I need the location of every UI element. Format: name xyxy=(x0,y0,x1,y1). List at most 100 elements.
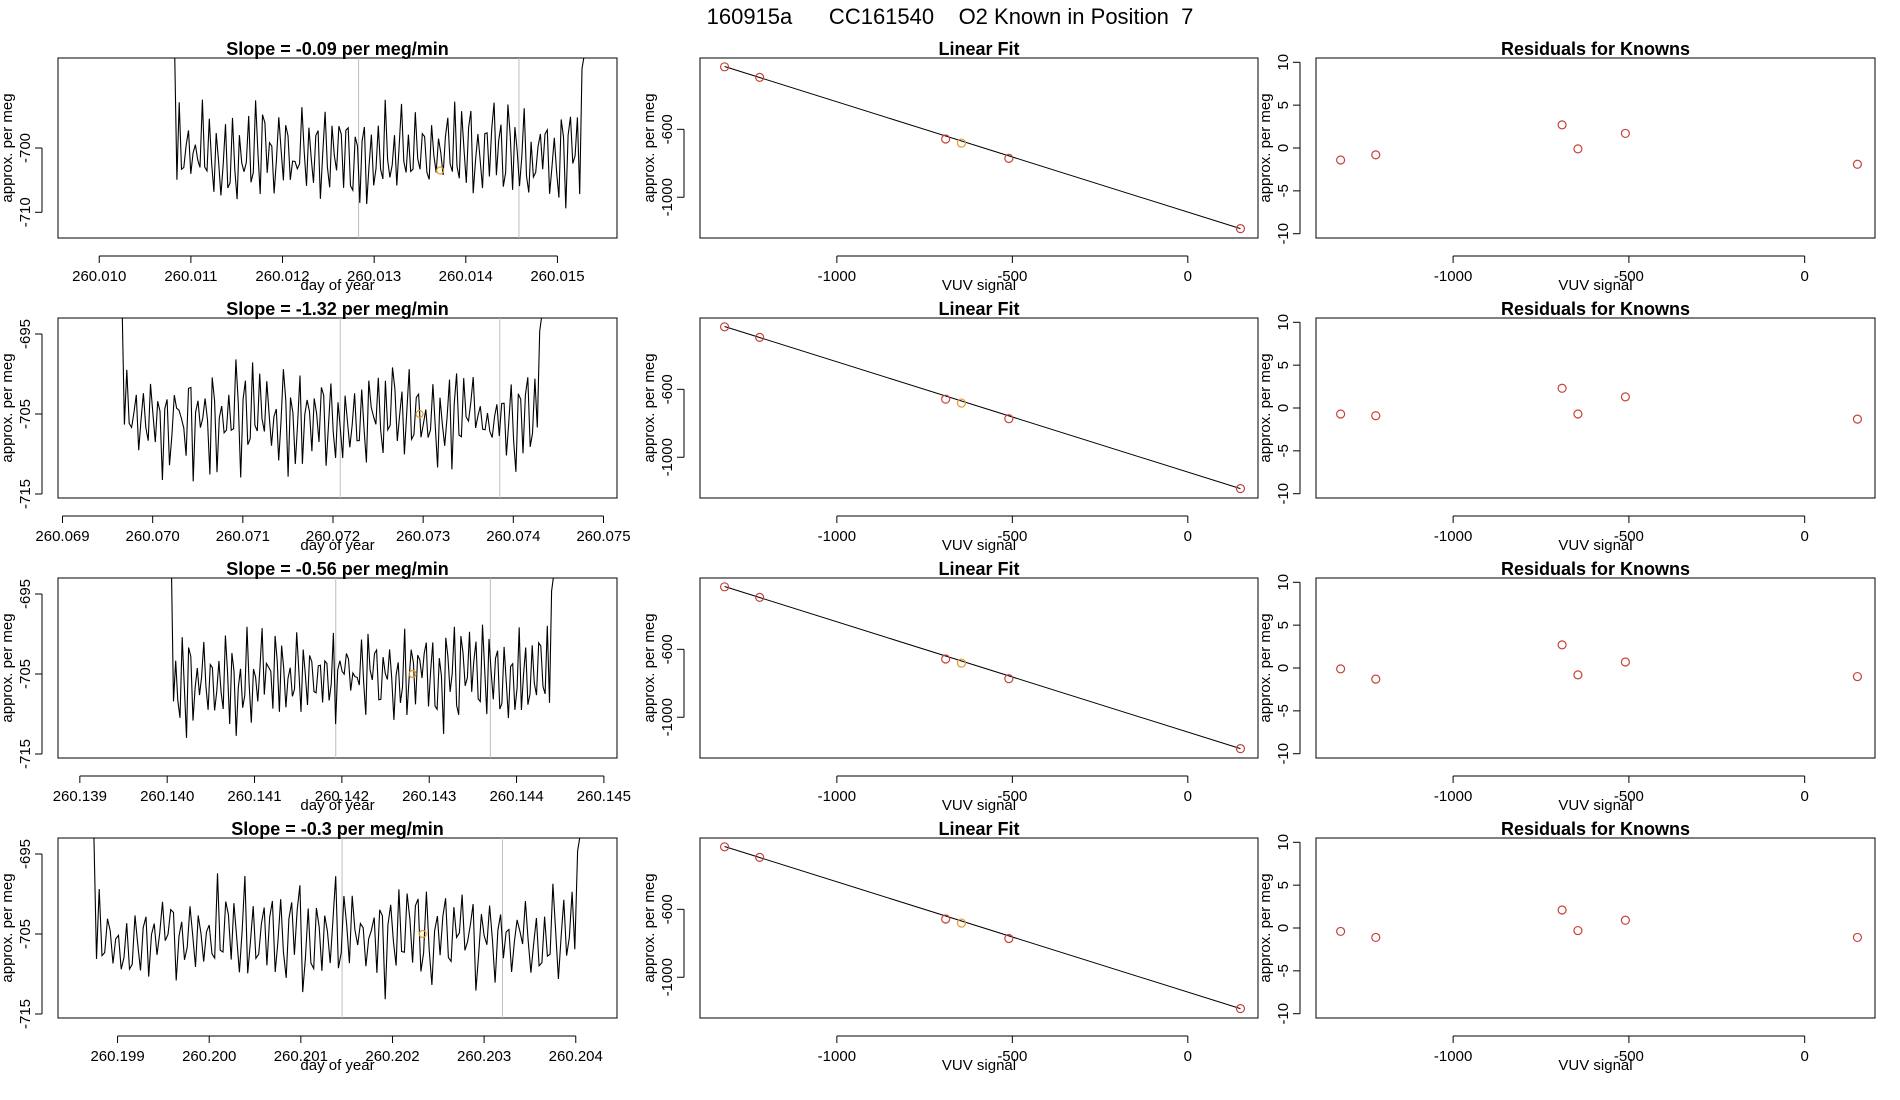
y-tick-label: -695 xyxy=(17,319,34,349)
known-data-point xyxy=(1620,915,1630,925)
y-tick-label: -5 xyxy=(1275,444,1292,457)
y-tick-label: -600 xyxy=(659,374,676,404)
sample-data-point xyxy=(956,658,967,668)
x-tick-label: 260.010 xyxy=(72,268,126,285)
x-tick-label: 260.014 xyxy=(439,268,493,285)
chart-title: Slope = -0.09 per meg/min xyxy=(226,39,449,59)
x-tick-label: 0 xyxy=(1184,268,1192,285)
x-axis-label: day of year xyxy=(300,537,374,554)
known-data-point xyxy=(755,72,765,82)
x-tick-label: 260.069 xyxy=(35,528,89,545)
x-tick-label: 260.145 xyxy=(577,788,631,805)
x-axis-label: VUV signal xyxy=(1558,797,1632,814)
plot-area xyxy=(1336,383,1863,424)
x-axis-label: day of year xyxy=(300,1057,374,1074)
y-tick-label: 5 xyxy=(1275,101,1292,109)
x-tick-label: 260.071 xyxy=(216,528,270,545)
x-tick-label: 260.143 xyxy=(402,788,456,805)
y-axis-label: approx. per meg xyxy=(0,613,16,722)
fit-line xyxy=(724,66,1241,230)
y-axis-label: approx. per meg xyxy=(641,613,658,722)
plot-area xyxy=(1336,640,1863,684)
y-tick-label: -705 xyxy=(17,919,34,949)
y-tick-label: 0 xyxy=(1275,924,1292,932)
plot-frame xyxy=(1315,57,1876,239)
chart-title: Linear Fit xyxy=(938,39,1019,59)
chart-title: Slope = -1.32 per meg/min xyxy=(226,299,449,319)
y-tick-label: 5 xyxy=(1275,361,1292,369)
sample-marker-point xyxy=(418,929,427,939)
x-tick-label: -500 xyxy=(997,1048,1027,1065)
chart-title: Linear Fit xyxy=(938,559,1019,579)
x-tick-label: -1000 xyxy=(818,788,856,805)
known-data-point xyxy=(1852,671,1863,682)
chart-title: Linear Fit xyxy=(938,299,1019,319)
x-tick-label: 260.072 xyxy=(306,528,360,545)
x-tick-label: 260.015 xyxy=(530,268,584,285)
known-data-point xyxy=(1573,409,1583,419)
chart-panel-r2-c0: Slope = -0.56 per meg/min 260.139 260.140 2… xyxy=(0,559,631,814)
y-axis-label: approx. per meg xyxy=(0,873,16,982)
plot-area xyxy=(93,838,581,1018)
y-axis-label: approx. per meg xyxy=(641,873,658,982)
known-data-point xyxy=(1573,925,1583,936)
x-tick-label: 260.013 xyxy=(347,268,401,285)
plot-frame xyxy=(1315,577,1876,759)
y-tick-label: -700 xyxy=(17,133,34,163)
y-tick-label: -5 xyxy=(1275,184,1292,197)
known-data-point xyxy=(1852,932,1863,943)
y-tick-label: -1000 xyxy=(659,958,676,996)
y-axis-label: approx. per meg xyxy=(0,353,16,462)
plot-frame xyxy=(57,317,618,499)
y-tick-label: -715 xyxy=(17,479,34,509)
known-data-point xyxy=(719,842,730,852)
y-tick-label: -705 xyxy=(17,399,34,429)
x-tick-label: 260.012 xyxy=(255,268,309,285)
known-data-point xyxy=(719,582,730,592)
x-tick-label: -1000 xyxy=(818,1048,856,1065)
x-tick-label: 0 xyxy=(1801,788,1809,805)
known-data-point xyxy=(1371,674,1381,684)
known-data-point xyxy=(941,134,951,144)
chart-panel-r3-c2: Residuals for Knowns -1000 -500 0 VUV signal… xyxy=(1257,819,1876,1074)
chart-panel-r0-c2: Residuals for Knowns -1000 -500 0 VUV signal… xyxy=(1257,39,1876,294)
known-data-point xyxy=(1852,414,1863,424)
y-tick-label: -705 xyxy=(17,659,34,689)
known-data-point xyxy=(1004,414,1014,424)
known-data-point xyxy=(941,394,951,404)
known-data-point xyxy=(1557,640,1567,650)
x-axis-label: VUV signal xyxy=(942,797,1016,814)
y-tick-label: -1000 xyxy=(659,698,676,736)
known-data-point xyxy=(1336,409,1346,419)
x-tick-label: 0 xyxy=(1184,788,1192,805)
x-tick-label: 260.011 xyxy=(164,268,217,285)
known-data-point xyxy=(1004,674,1014,684)
x-tick-label: 0 xyxy=(1801,1048,1809,1065)
x-tick-label: -500 xyxy=(1614,268,1644,285)
x-tick-label: 260.204 xyxy=(549,1048,603,1065)
x-tick-label: 260.074 xyxy=(486,528,540,545)
data-trace-line xyxy=(171,578,554,738)
known-data-point xyxy=(1336,926,1346,937)
x-tick-label: 0 xyxy=(1184,528,1192,545)
y-axis-label: approx. per meg xyxy=(1257,353,1274,462)
known-data-point xyxy=(1557,120,1567,130)
plot-frame xyxy=(699,317,1259,499)
sample-marker-point xyxy=(436,166,445,175)
known-data-point xyxy=(1004,933,1014,944)
y-tick-label: 10 xyxy=(1275,314,1292,331)
x-tick-label: 260.075 xyxy=(576,528,630,545)
plot-area xyxy=(121,318,543,498)
known-data-point xyxy=(1371,411,1381,421)
y-tick-label: -710 xyxy=(17,197,34,227)
known-data-point xyxy=(1235,1004,1246,1014)
known-data-point xyxy=(1336,664,1346,674)
x-tick-label: -500 xyxy=(997,528,1027,545)
y-tick-label: -1000 xyxy=(659,178,676,216)
sample-marker-point xyxy=(415,409,424,419)
plot-frame xyxy=(57,57,618,239)
x-axis-label: VUV signal xyxy=(942,277,1016,294)
fit-line xyxy=(724,326,1241,490)
